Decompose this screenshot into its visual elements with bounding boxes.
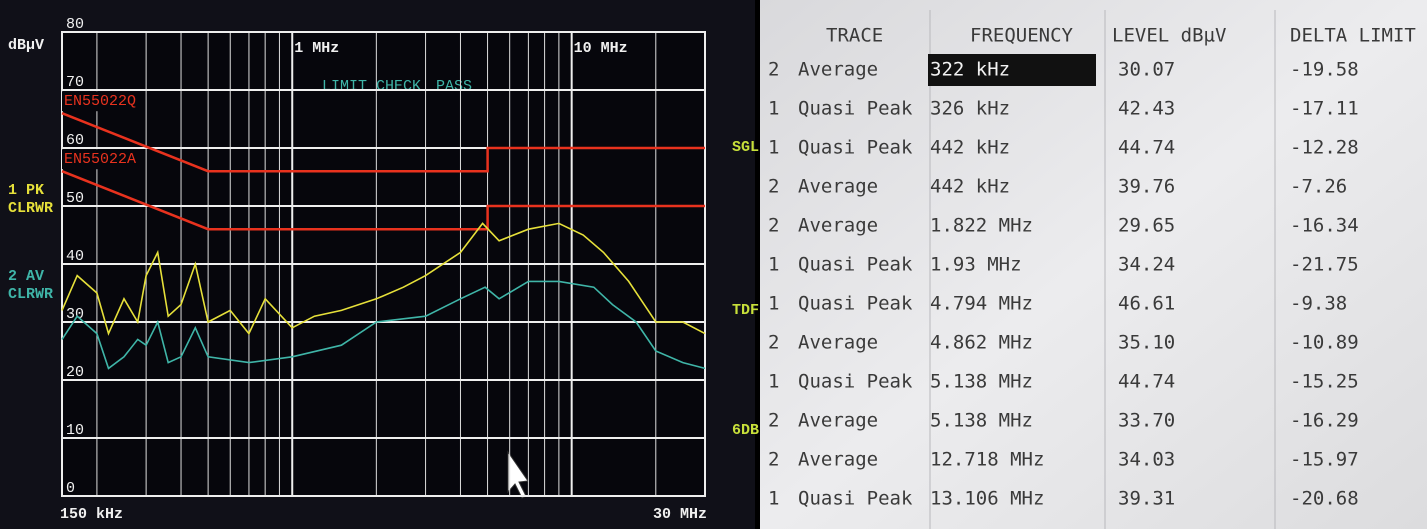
table-cell: 326 kHz bbox=[930, 98, 1010, 120]
trace-name: 2 AV bbox=[8, 268, 44, 285]
table-cell: 29.65 bbox=[1118, 215, 1175, 237]
y-axis-label: dBµV bbox=[8, 37, 44, 54]
y-tick-label: 70 bbox=[66, 74, 84, 91]
table-cell: 442 kHz bbox=[930, 137, 1010, 159]
table-cell: -17.11 bbox=[1290, 98, 1359, 120]
table-cell: -19.58 bbox=[1290, 59, 1359, 81]
table-cell: 33.70 bbox=[1118, 410, 1175, 432]
trace-mode: CLRWR bbox=[8, 200, 53, 217]
table-cell: -7.26 bbox=[1290, 176, 1347, 198]
y-tick-label: 0 bbox=[66, 480, 75, 497]
table-cell: 13.106 MHz bbox=[930, 488, 1044, 510]
table-cell: -10.89 bbox=[1290, 332, 1359, 354]
table-cell: 42.43 bbox=[1118, 98, 1175, 120]
table-cell: 39.76 bbox=[1118, 176, 1175, 198]
selection-highlight bbox=[928, 54, 1096, 86]
side-label: 6DB bbox=[732, 422, 759, 439]
y-tick-label: 60 bbox=[66, 132, 84, 149]
table-cell: 442 kHz bbox=[930, 176, 1010, 198]
table-cell: 4.794 MHz bbox=[930, 293, 1033, 315]
x-tick-label: 1 MHz bbox=[294, 40, 339, 57]
status-result: PASS bbox=[436, 78, 472, 95]
table-cell: -9.38 bbox=[1290, 293, 1347, 315]
table-cell: 2 bbox=[768, 410, 779, 432]
x-tick-label: 10 MHz bbox=[574, 40, 628, 57]
table-cell: 39.31 bbox=[1118, 488, 1175, 510]
table-cell: -16.34 bbox=[1290, 215, 1359, 237]
table-cell: 44.74 bbox=[1118, 371, 1175, 393]
table-header: TRACE bbox=[826, 25, 883, 47]
limit-name: EN55022Q bbox=[64, 93, 136, 110]
table-header: FREQUENCY bbox=[970, 25, 1074, 47]
table-cell: Average bbox=[798, 449, 878, 471]
table-cell: 5.138 MHz bbox=[930, 410, 1033, 432]
x-tick-label: 150 kHz bbox=[60, 506, 123, 523]
y-tick-label: 20 bbox=[66, 364, 84, 381]
trace-name: 1 PK bbox=[8, 182, 44, 199]
table-cell: 34.03 bbox=[1118, 449, 1175, 471]
side-label: SGL bbox=[732, 139, 759, 156]
table-cell: Quasi Peak bbox=[798, 488, 913, 510]
y-tick-label: 40 bbox=[66, 248, 84, 265]
table-cell: 1.822 MHz bbox=[930, 215, 1033, 237]
limit-label-box bbox=[62, 91, 142, 112]
table-cell: 1 bbox=[768, 254, 779, 276]
table-cell: Quasi Peak bbox=[798, 293, 913, 315]
y-tick-label: 80 bbox=[66, 16, 84, 33]
table-cell: 2 bbox=[768, 449, 779, 471]
table-cell: 1 bbox=[768, 98, 779, 120]
table-cell: -20.68 bbox=[1290, 488, 1359, 510]
trace-mode: CLRWR bbox=[8, 286, 53, 303]
table-cell: 2 bbox=[768, 215, 779, 237]
table-cell: Average bbox=[798, 176, 878, 198]
table-cell: Average bbox=[798, 59, 878, 81]
table-cell: 1 bbox=[768, 293, 779, 315]
table-cell: 1 bbox=[768, 137, 779, 159]
y-tick-label: 50 bbox=[66, 190, 84, 207]
limit-label-box bbox=[62, 149, 142, 170]
table-cell: 1.93 MHz bbox=[930, 254, 1022, 276]
status-label: LIMIT CHECK bbox=[322, 78, 421, 95]
table-cell: -15.97 bbox=[1290, 449, 1359, 471]
table-screen bbox=[760, 0, 1427, 529]
side-label: TDF bbox=[732, 302, 759, 319]
table-cell: 2 bbox=[768, 59, 779, 81]
table-cell: 2 bbox=[768, 176, 779, 198]
table-cell: 46.61 bbox=[1118, 293, 1175, 315]
table-cell: 1 bbox=[768, 371, 779, 393]
table-cell: Average bbox=[798, 332, 878, 354]
table-cell: -15.25 bbox=[1290, 371, 1359, 393]
table-header: LEVEL dBµV bbox=[1112, 25, 1226, 47]
series-line bbox=[61, 280, 706, 370]
table-cell: 30.07 bbox=[1118, 59, 1175, 81]
table-cell: 322 kHz bbox=[930, 59, 1010, 81]
table-cell: 4.862 MHz bbox=[930, 332, 1033, 354]
table-cell: 34.24 bbox=[1118, 254, 1175, 276]
table-cell: 44.74 bbox=[1118, 137, 1175, 159]
table-cell: Average bbox=[798, 410, 878, 432]
table-cell: -12.28 bbox=[1290, 137, 1359, 159]
table-cell: 2 bbox=[768, 332, 779, 354]
table-cell: Quasi Peak bbox=[798, 98, 913, 120]
y-tick-label: 10 bbox=[66, 422, 84, 439]
table-cell: 5.138 MHz bbox=[930, 371, 1033, 393]
limit-name: EN55022A bbox=[64, 151, 136, 168]
table-cell: -21.75 bbox=[1290, 254, 1359, 276]
series-line bbox=[61, 222, 706, 336]
table-cell: Average bbox=[798, 215, 878, 237]
table-cell: Quasi Peak bbox=[798, 371, 913, 393]
table-cell: 12.718 MHz bbox=[930, 449, 1044, 471]
x-tick-label: 30 MHz bbox=[653, 506, 707, 523]
table-cell: -16.29 bbox=[1290, 410, 1359, 432]
table-header: DELTA LIMIT dB bbox=[1290, 25, 1427, 47]
table-cell: 1 bbox=[768, 488, 779, 510]
table-cell: 35.10 bbox=[1118, 332, 1175, 354]
series-line bbox=[61, 112, 705, 173]
table-cell: Quasi Peak bbox=[798, 254, 913, 276]
table-cell: Quasi Peak bbox=[798, 137, 913, 159]
